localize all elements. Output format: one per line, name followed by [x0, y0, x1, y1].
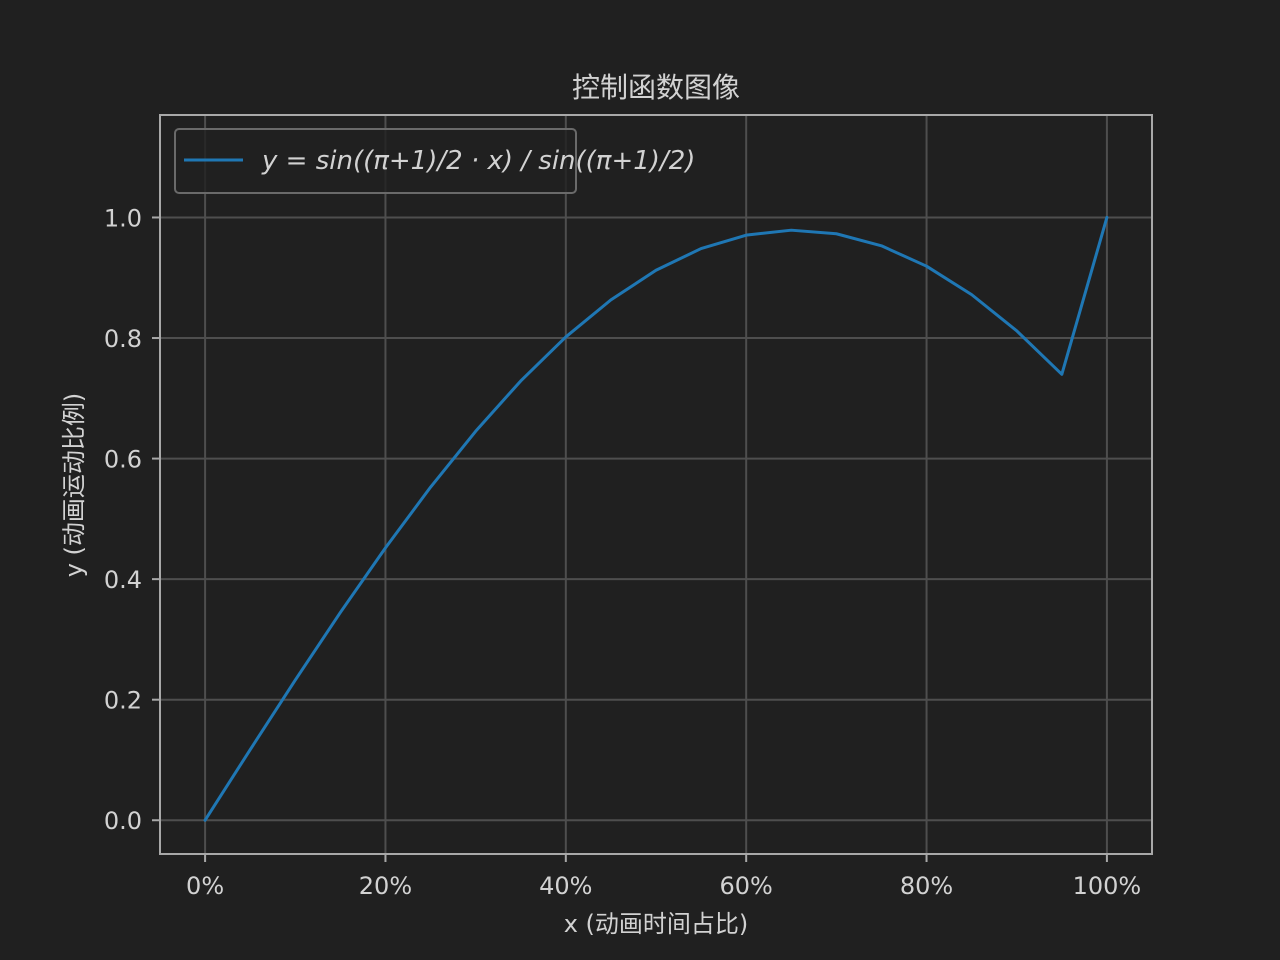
- y-tick-label: 0.8: [104, 325, 142, 353]
- series-line-0: [203, 215, 1109, 822]
- y-tick-labels: 0.0 0.2 0.4 0.6 0.8 1.0: [104, 204, 142, 835]
- x-tick-label: 80%: [900, 872, 953, 900]
- chart-title: 控制函数图像: [572, 71, 740, 104]
- x-tick-label: 100%: [1073, 872, 1142, 900]
- legend-entry-label: y = sin((π+1)/2 · x) / sin((π+1)/2): [261, 146, 695, 176]
- y-tick-label: 0.2: [104, 687, 142, 715]
- axes-frame: [159, 114, 1153, 855]
- legend: y = sin((π+1)/2 · x) / sin((π+1)/2): [174, 128, 695, 194]
- tick-marks: [152, 216, 1108, 862]
- legend-box: [174, 128, 577, 194]
- x-tick-label: 20%: [359, 872, 412, 900]
- y-tick-label: 0.4: [104, 566, 142, 594]
- x-tick-label: 40%: [539, 872, 592, 900]
- y-tick-label: 1.0: [104, 204, 142, 232]
- y-tick-label: 0.6: [104, 446, 142, 474]
- y-tick-label: 0.0: [104, 807, 142, 835]
- x-tick-label: 60%: [720, 872, 773, 900]
- series-layer: [203, 215, 1109, 822]
- x-axis-label: x (动画时间占比): [564, 910, 749, 938]
- x-tick-label: 0%: [186, 872, 224, 900]
- grid-lines: [160, 115, 1152, 854]
- y-axis-label: y (动画运动比例): [60, 393, 88, 578]
- x-tick-labels: 0% 20% 40% 60% 80% 100%: [186, 872, 1141, 900]
